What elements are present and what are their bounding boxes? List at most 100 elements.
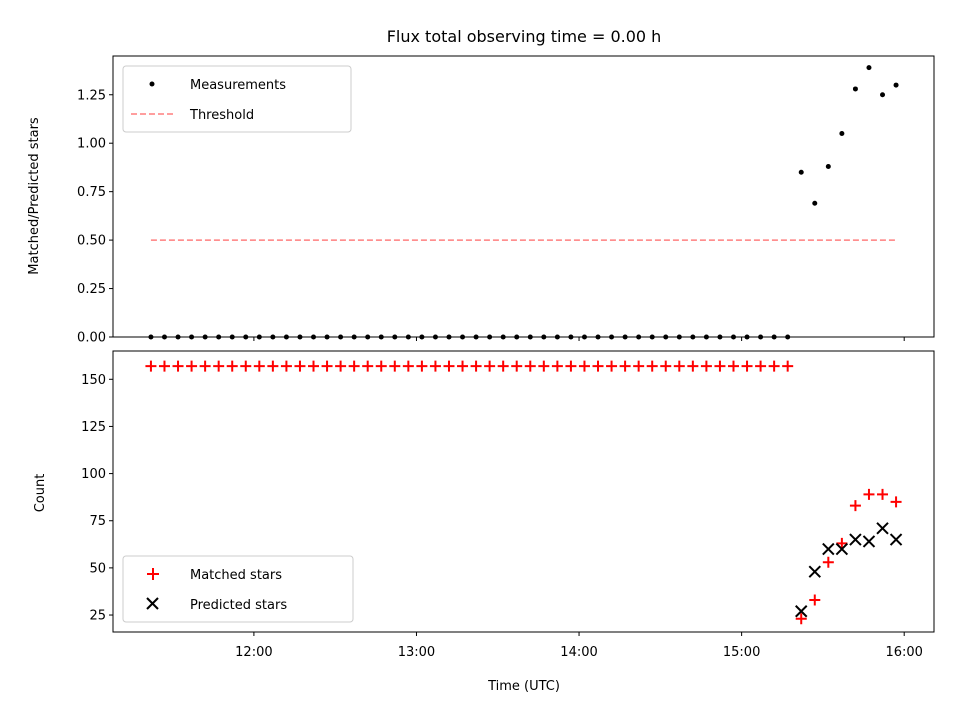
matched-star-point bbox=[172, 360, 184, 372]
matched-star-point bbox=[402, 360, 414, 372]
top-legend: Measurements Threshold bbox=[122, 65, 352, 133]
bottom-x-tick-label: 16:00 bbox=[885, 645, 922, 660]
matched-star-point bbox=[158, 360, 170, 372]
matched-star-point bbox=[565, 360, 577, 372]
matched-star-point bbox=[646, 360, 658, 372]
matched-star-point bbox=[240, 360, 252, 372]
predicted-star-point bbox=[822, 542, 835, 556]
bottom-y-axis-label: Count bbox=[33, 474, 48, 513]
matched-star-point bbox=[389, 360, 401, 372]
predicted-star-point bbox=[862, 535, 876, 548]
top-title: Flux total observing time = 0.00 h bbox=[387, 27, 662, 46]
bottom-y-tick-label: 100 bbox=[81, 467, 106, 482]
legend-predicted-label: Predicted stars bbox=[190, 598, 287, 613]
matched-star-point bbox=[578, 360, 590, 372]
matched-star-point bbox=[592, 360, 604, 372]
matched-star-point bbox=[335, 360, 347, 372]
measurement-point bbox=[880, 92, 886, 98]
top-y-tick-label: 1.25 bbox=[77, 88, 106, 103]
matched-star-point bbox=[253, 360, 265, 372]
matched-star-point bbox=[308, 360, 320, 372]
predicted-star-point bbox=[808, 565, 821, 578]
top-y-tick-label: 0.75 bbox=[77, 185, 106, 200]
measurement-point bbox=[839, 131, 845, 137]
legend-matched-label: Matched stars bbox=[190, 568, 282, 583]
top-legend-box bbox=[122, 65, 352, 133]
top-y-ticks: 0.00 0.25 0.50 0.75 1.00 1.25 bbox=[77, 88, 113, 346]
matched-star-point bbox=[606, 360, 618, 372]
matched-star-point bbox=[375, 360, 387, 372]
matched-star-point bbox=[267, 360, 279, 372]
measurement-point bbox=[825, 163, 831, 169]
matched-star-point bbox=[768, 360, 780, 372]
measurement-point bbox=[866, 65, 872, 71]
matched-star-point bbox=[741, 360, 753, 372]
matched-star-point bbox=[443, 360, 455, 372]
legend-measurements-label: Measurements bbox=[190, 78, 286, 93]
top-y-tick-label: 0.00 bbox=[77, 331, 106, 346]
bottom-y-tick-label: 75 bbox=[89, 514, 106, 529]
predicted-star-point bbox=[876, 522, 889, 535]
matched-star-point bbox=[226, 360, 238, 372]
matched-star-point bbox=[470, 360, 482, 372]
matched-star-point bbox=[836, 537, 848, 549]
matched-star-point bbox=[863, 488, 875, 500]
predicted-star-point bbox=[835, 542, 849, 556]
matched-star-point bbox=[429, 360, 441, 372]
matched-star-point bbox=[457, 360, 469, 372]
matched-star-point bbox=[213, 360, 225, 372]
matched-star-point bbox=[484, 360, 496, 372]
legend-threshold-label: Threshold bbox=[189, 108, 254, 123]
matched-star-point bbox=[511, 360, 523, 372]
predicted-star-point bbox=[889, 533, 903, 546]
matched-star-point bbox=[822, 556, 834, 568]
bottom-axes-frame bbox=[112, 350, 935, 633]
matched-star-point bbox=[524, 360, 536, 372]
top-y-tick-label: 0.50 bbox=[77, 234, 106, 249]
matched-star-point bbox=[416, 360, 428, 372]
measurement-point bbox=[798, 169, 804, 175]
matched-star-point bbox=[551, 360, 563, 372]
matched-star-point bbox=[714, 360, 726, 372]
matched-star-point bbox=[362, 360, 374, 372]
bottom-x-tick-label: 15:00 bbox=[723, 645, 760, 660]
bottom-x-axis-label: Time (UTC) bbox=[487, 679, 560, 694]
bottom-y-ticks: 25 50 75 100 125 150 bbox=[81, 373, 113, 624]
bottom-y-tick-label: 150 bbox=[81, 373, 106, 388]
matched-star-point bbox=[497, 360, 509, 372]
matched-star-point bbox=[145, 360, 157, 372]
matched-star-point bbox=[795, 613, 807, 625]
bottom-plot-area bbox=[145, 360, 903, 625]
measurement-point bbox=[893, 82, 899, 88]
matched-star-point bbox=[538, 360, 550, 372]
matched-star-point bbox=[199, 360, 211, 372]
matched-star-point bbox=[727, 360, 739, 372]
matched-star-point bbox=[755, 360, 767, 372]
top-axes-frame bbox=[112, 55, 935, 338]
top-panel: Flux total observing time = 0.00 h Match… bbox=[27, 27, 935, 346]
top-y-axis-label: Matched/Predicted stars bbox=[27, 117, 42, 275]
top-plot-area bbox=[148, 65, 899, 340]
matched-star-point bbox=[280, 360, 292, 372]
matched-star-point bbox=[186, 360, 198, 372]
matched-star-point bbox=[877, 488, 889, 500]
matched-star-point bbox=[700, 360, 712, 372]
measurement-point bbox=[852, 86, 858, 92]
bottom-panel: Count Time (UTC) 25 50 75 100 125 150 12:00 13… bbox=[33, 350, 935, 694]
matched-star-point bbox=[849, 500, 861, 512]
bottom-legend-box bbox=[122, 555, 354, 623]
legend-matched-marker bbox=[147, 568, 159, 580]
matched-star-point bbox=[619, 360, 631, 372]
measurement-point bbox=[812, 200, 818, 206]
matched-star-point bbox=[348, 360, 360, 372]
matched-star-point bbox=[673, 360, 685, 372]
predicted-star-point bbox=[849, 533, 862, 546]
bottom-x-tick-label: 12:00 bbox=[235, 645, 272, 660]
top-x-ticks bbox=[253, 337, 905, 341]
matched-star-point bbox=[294, 360, 306, 372]
bottom-x-tick-label: 13:00 bbox=[398, 645, 435, 660]
matched-star-point bbox=[660, 360, 672, 372]
matched-star-point bbox=[633, 360, 645, 372]
bottom-legend: Matched stars Predicted stars bbox=[122, 555, 354, 623]
